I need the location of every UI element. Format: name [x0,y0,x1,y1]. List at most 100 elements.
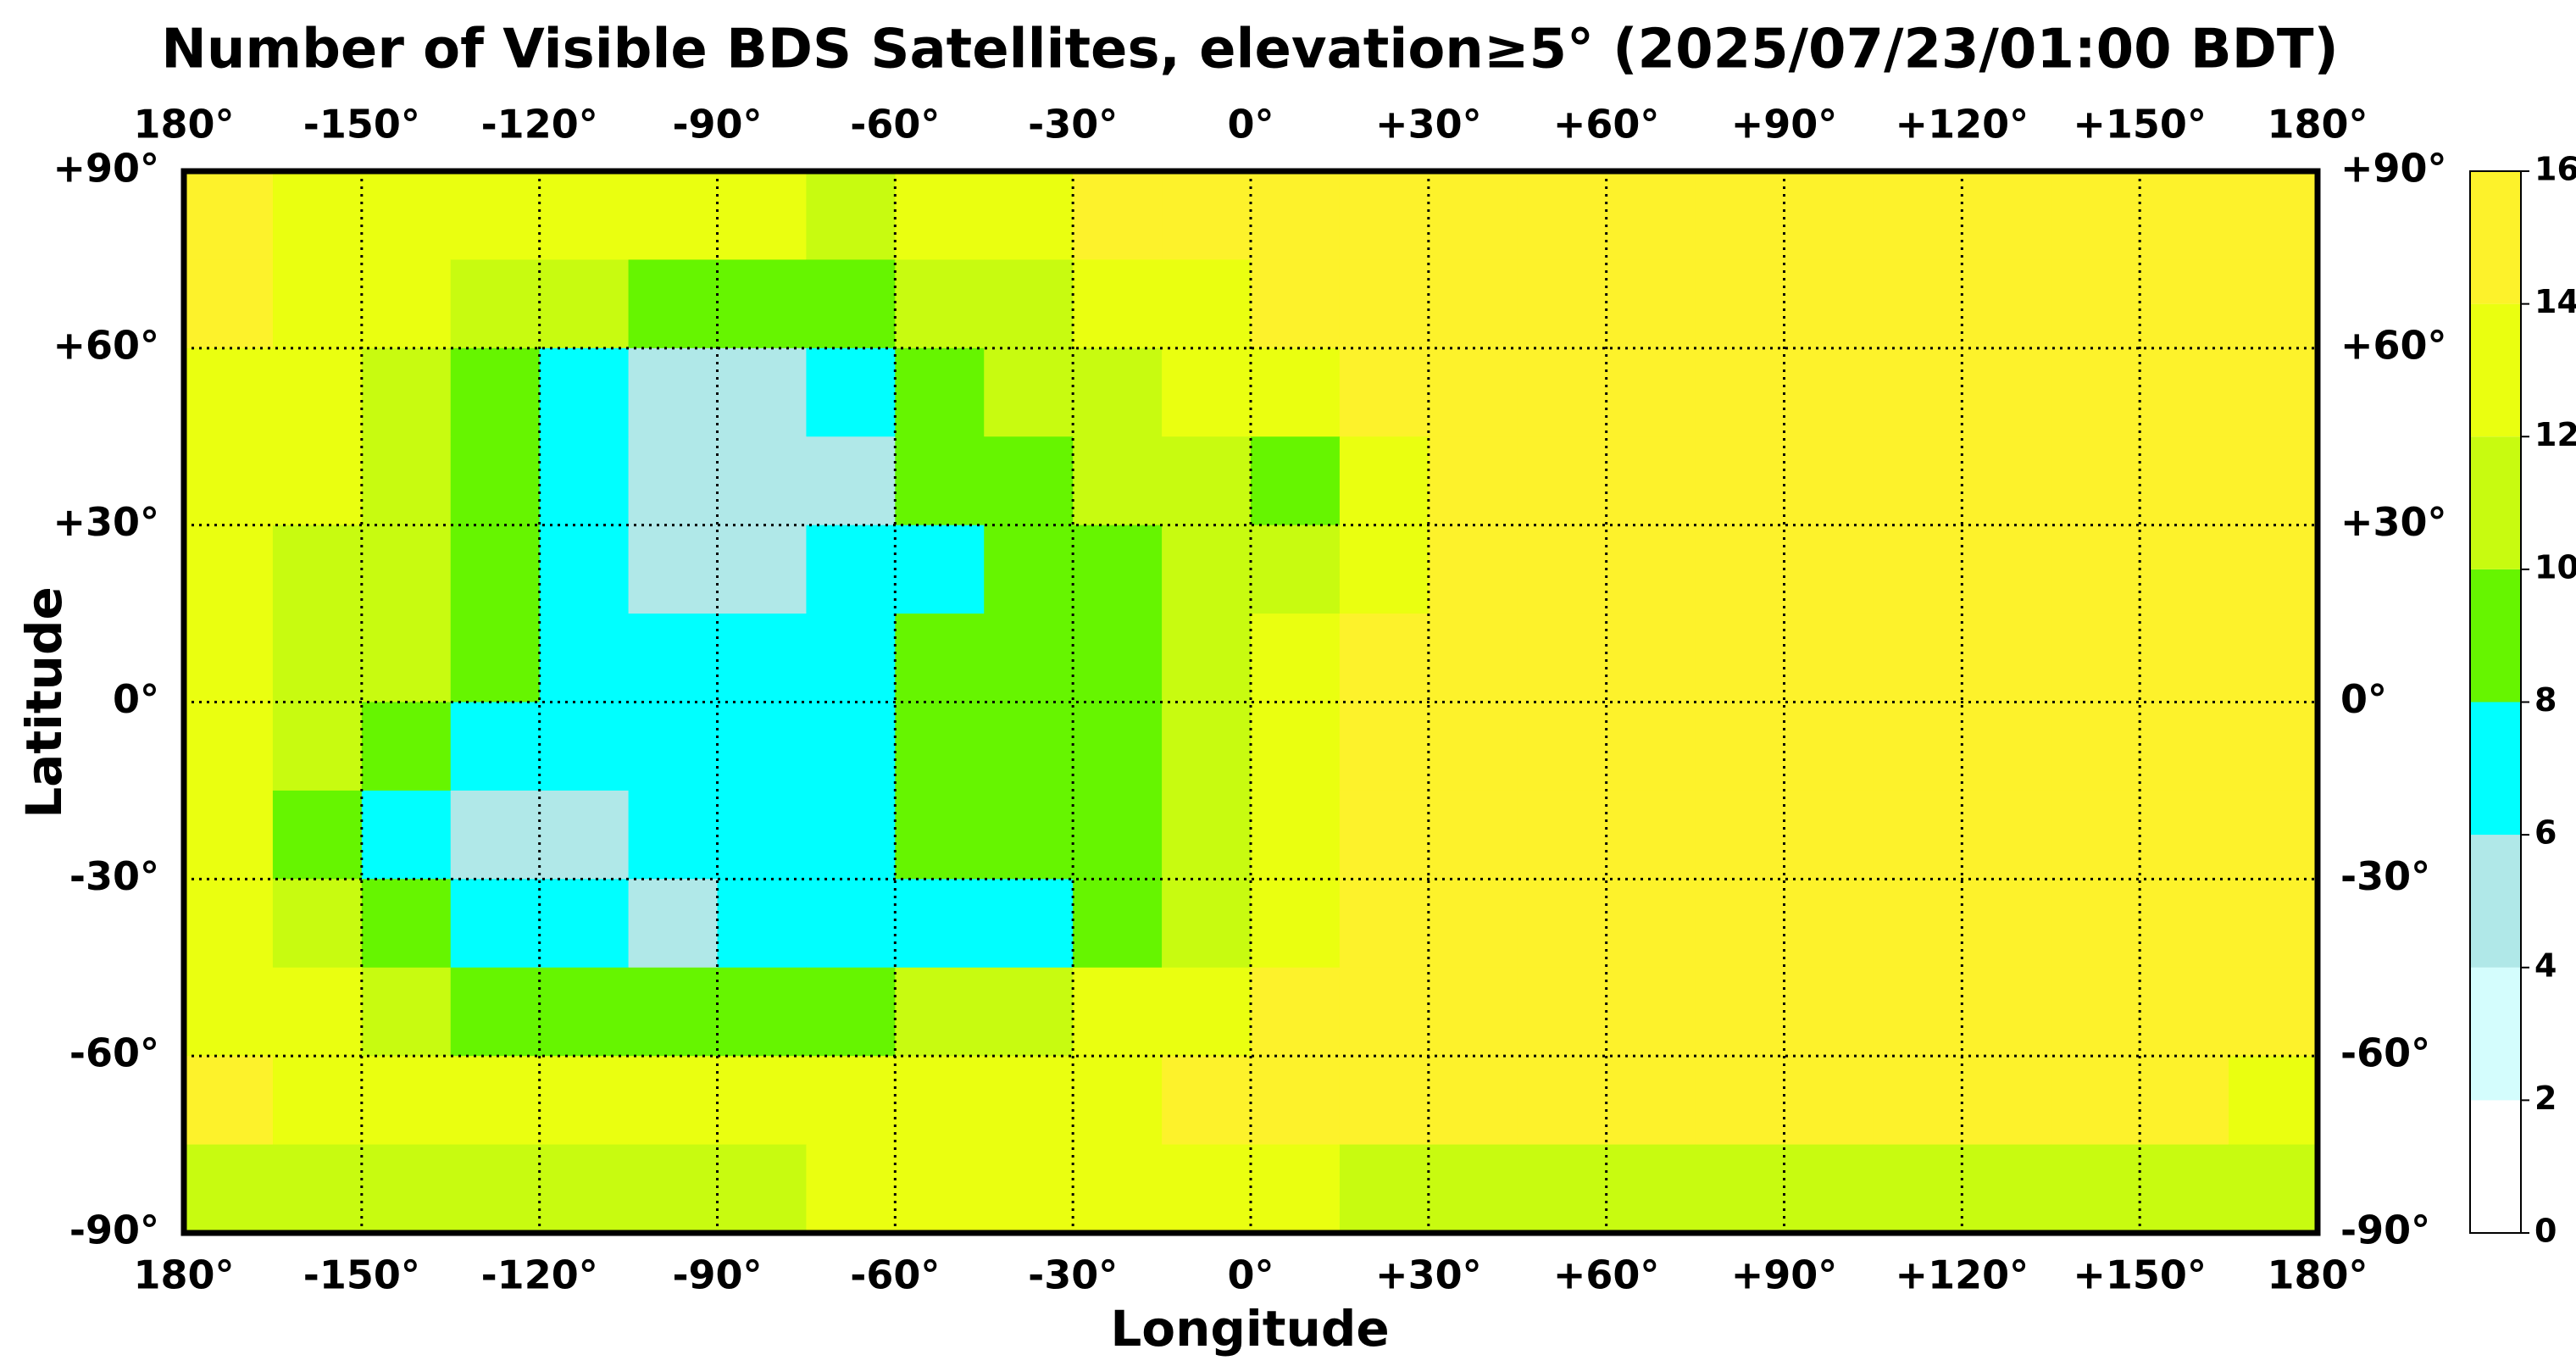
heat-cell [1695,259,1785,349]
heat-cell [895,525,985,614]
heat-cell [717,1144,808,1234]
y-tick-label: +60° [2340,322,2447,368]
heat-cell [1073,525,1163,614]
colorbar-tick-label: 2 [2534,1080,2557,1117]
heat-cell [1162,879,1252,969]
y-tick-label: -90° [69,1208,159,1253]
heat-cell [1251,790,1341,880]
heat-cell [984,1056,1074,1146]
heat-cell [895,1144,985,1234]
heat-cell [1251,1056,1341,1146]
heat-cell [1162,702,1252,791]
colorbar-segment [2470,171,2521,304]
heat-cell [539,1056,630,1146]
heat-cell [1428,1056,1518,1146]
plot-frame [180,168,2321,1236]
heat-cell [628,879,719,969]
heat-cell [1428,879,1518,969]
heat-cell [1251,259,1341,349]
x-tick-label: -150° [303,1252,420,1298]
heat-cell [361,614,452,703]
heat-cell [1251,702,1341,791]
heat-cell [717,879,808,969]
heat-cell [450,525,541,614]
y-axis-label: Latitude [15,586,73,819]
heat-cell [539,1144,630,1234]
heat-cell [2140,967,2229,1057]
heat-cell [1873,259,1963,349]
heat-cell [539,967,630,1057]
colorbar-segment [2470,303,2521,437]
heat-cell [1873,702,1963,791]
heat-cell [1073,702,1163,791]
heat-cell [539,790,630,880]
heat-cell [2140,879,2229,969]
heat-cell [272,879,363,969]
heat-cell [2140,171,2229,261]
x-tick-label: -60° [850,102,940,147]
heat-cell [1251,171,1341,261]
heat-cell [2229,1144,2318,1234]
heat-cell [1251,436,1341,526]
heat-cell [1784,614,1874,703]
heat-cell [1962,1056,2051,1146]
heat-cell [895,436,985,526]
heat-cell [1428,171,1518,261]
heat-cell [2051,525,2140,614]
heat-cell [1339,1056,1430,1146]
heat-cell [2051,1056,2140,1146]
heat-cell [539,171,630,261]
x-tick-label: +60° [1553,1252,1660,1298]
x-tick-label: +30° [1375,102,1482,147]
heat-cell [1251,1144,1341,1234]
heat-cell [2051,702,2140,791]
heat-cell [184,1144,274,1234]
heat-cell [2051,259,2140,349]
colorbar-segment [2470,569,2521,702]
heat-cell [1517,614,1607,703]
heat-cell [628,436,719,526]
x-tick-label: +150° [2073,1252,2207,1298]
heat-cell [2229,436,2318,526]
heat-cell [984,702,1074,791]
heat-cell [2140,702,2229,791]
heat-cell [895,614,985,703]
heat-cell [184,525,274,614]
heat-cell [717,347,808,437]
heat-cell [1073,614,1163,703]
heat-cell [717,1056,808,1146]
heat-cell [628,347,719,437]
heat-cell [184,1056,274,1146]
y-tick-label: -30° [2340,853,2430,899]
heat-cell [1073,1056,1163,1146]
y-tick-label: -60° [2340,1030,2430,1076]
colorbar-tick-label: 16 [2534,151,2576,188]
heat-cell [1428,702,1518,791]
heat-cell [1339,614,1430,703]
colorbar-tick-label: 12 [2534,416,2576,453]
heat-cell [1162,347,1252,437]
heat-cell [2140,1144,2229,1234]
heat-cell [1162,790,1252,880]
x-tick-label: 180° [133,102,234,147]
heat-cell [895,171,985,261]
x-tick-label: +30° [1375,1252,1482,1298]
heat-cell [1339,436,1430,526]
heat-cell [1251,879,1341,969]
heat-cell [2051,879,2140,969]
heat-cell [1962,967,2051,1057]
heat-cell [1784,525,1874,614]
heat-cell [184,967,274,1057]
heat-cell [539,702,630,791]
heat-cell [1873,879,1963,969]
heat-cell [1251,525,1341,614]
heat-cell [1962,259,2051,349]
heat-cell [1073,1144,1163,1234]
heat-cell [1695,436,1785,526]
heat-cell [539,347,630,437]
heat-cell [1606,1056,1696,1146]
heat-cell [806,436,896,526]
heat-cell [1962,614,2051,703]
heat-cell [1606,790,1696,880]
